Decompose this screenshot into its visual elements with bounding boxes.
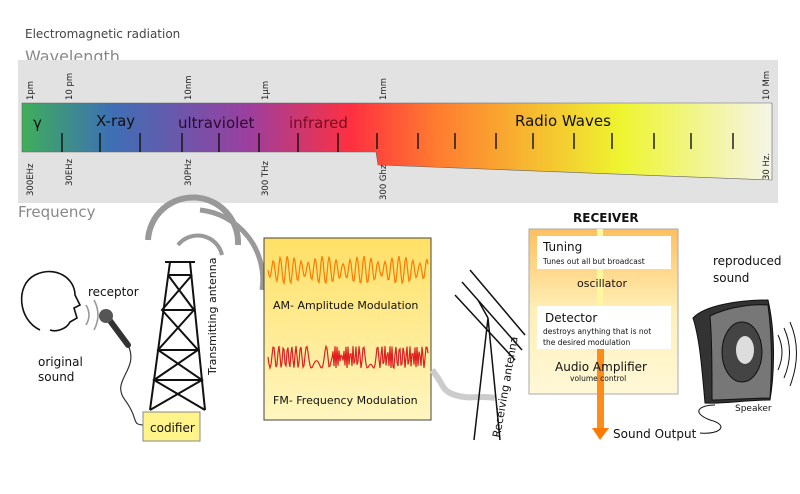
tuning-description: Tunes out all but broadcast	[542, 257, 645, 266]
original-sound-line2: sound	[38, 370, 74, 384]
codifier-label: codifier	[150, 421, 195, 435]
freq-tick-300EHz: 300EHz	[26, 163, 36, 196]
microphone-icon	[99, 309, 146, 426]
codifier-box	[142, 411, 201, 442]
tuning-label: Tuning	[542, 240, 582, 254]
spectrum-ticks	[61, 133, 734, 152]
wl-tick-1mm: 1mm	[379, 78, 389, 100]
freq-tick-30EHz: 30EHz	[65, 158, 75, 186]
detector-label: Detector	[545, 311, 597, 325]
spectrum-bar	[21, 102, 773, 181]
wl-tick-10nm: 10nm	[184, 76, 194, 100]
signal-path	[429, 368, 496, 401]
output-arrow-shaft	[597, 349, 604, 429]
detector-description-1: destroys anything that is not	[543, 327, 651, 336]
speaker-cable	[698, 404, 722, 434]
wl-tick-1um: 1µm	[261, 81, 271, 100]
reproduced-sound-line2: sound	[713, 271, 749, 285]
am-label: AM- Amplitude Modulation	[273, 299, 418, 312]
receptor-label: receptor	[88, 285, 139, 299]
wl-tick-1pm: 1pm	[26, 81, 36, 100]
oscillator-label: oscillator	[577, 277, 627, 290]
modulation-box	[263, 237, 432, 421]
fm-label: FM- Frequency Modulation	[273, 394, 418, 407]
detector-panel	[537, 306, 671, 349]
wl-tick-10Mm: 10 Mm	[762, 71, 772, 100]
freq-tick-30PHz: 30PHz	[184, 159, 194, 186]
signal-line	[597, 229, 603, 379]
band-ultraviolet: ultraviolet	[178, 114, 255, 132]
amplifier-label: Audio Amplifier	[555, 360, 647, 374]
detector-description-2: the desired modulation	[543, 338, 630, 347]
transmitting-tower-icon	[149, 261, 206, 411]
frequency-label: Frequency	[18, 203, 96, 221]
wl-tick-10pm: 10 pm	[65, 73, 75, 100]
tuning-panel	[537, 236, 671, 269]
reproduced-sound-line1: reproduced	[713, 254, 782, 268]
original-sound-line1: original	[38, 355, 83, 369]
speaker-label: Speaker	[735, 404, 772, 414]
receiver-title: RECEIVER	[573, 211, 639, 225]
output-arrow-head	[592, 428, 609, 440]
sound-output-label: Sound Output	[613, 427, 697, 441]
freq-tick-300GHz: 300 Ghz	[379, 164, 389, 200]
band-radio-waves: Radio Waves	[515, 112, 611, 130]
header-title: Electromagnetic radiation	[25, 27, 180, 41]
amplifier-description: volume control	[570, 374, 626, 383]
freq-tick-300THz: 300 THz	[261, 160, 271, 196]
transmitting-antenna-label: Transmitting antenna	[206, 258, 219, 376]
band-gamma: γ	[33, 114, 42, 132]
band-infrared: infrared	[289, 114, 348, 132]
speaker-icon	[692, 299, 797, 404]
band-xray: X-ray	[96, 112, 135, 130]
fm-wave	[267, 344, 429, 371]
transmission-waves-icon	[145, 194, 266, 291]
receiving-antenna-icon	[454, 269, 526, 441]
head-illustration	[20, 270, 99, 332]
freq-tick-30Hz: 30 Hz.	[762, 153, 772, 180]
am-wave	[267, 255, 429, 286]
